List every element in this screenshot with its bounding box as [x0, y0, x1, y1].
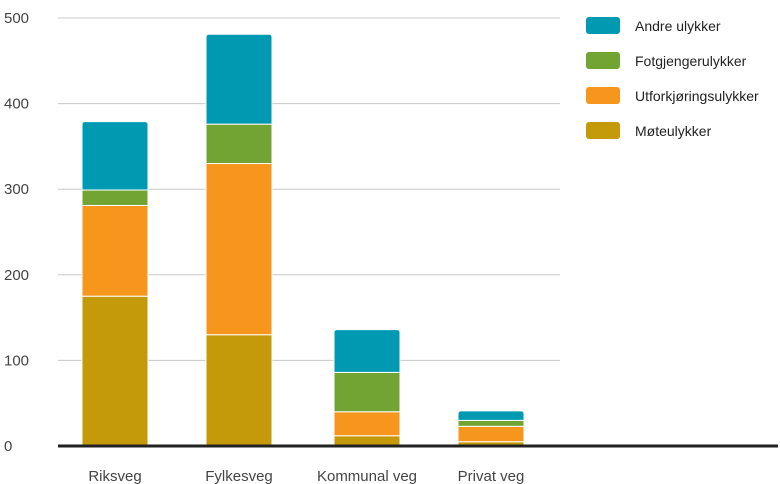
- legend-swatch: [586, 17, 620, 34]
- axis-layer: 0 100 200 300 400 500 Riksveg Fylkesveg Kommunal…: [4, 10, 778, 484]
- bar-segment-andre-ulykker: [333, 329, 401, 373]
- legend-swatch: [586, 87, 620, 104]
- bar-segment-fotgjengerulykker: [205, 123, 273, 165]
- x-tick-label: Fylkesveg: [205, 468, 273, 484]
- y-tick-label: 500: [4, 10, 29, 27]
- x-tick-label: Privat veg: [458, 468, 525, 484]
- legend-label: Fotgjengerulykker: [635, 53, 747, 69]
- y-tick-label: 400: [4, 96, 29, 113]
- y-tick-label: 0: [4, 438, 12, 455]
- legend-label: Møteulykker: [635, 123, 712, 139]
- bar-segment-m-teulykker: [205, 334, 273, 447]
- legend: Andre ulykker Fotgjengerulykker Utforkjøri…: [586, 17, 759, 139]
- bar-segment-utforkj-ringsulykker: [333, 411, 401, 437]
- legend-label: Andre ulykker: [635, 18, 721, 34]
- legend-swatch: [586, 52, 620, 69]
- bar-segment-andre-ulykker: [205, 33, 273, 125]
- bar-segment-fotgjengerulykker: [457, 419, 525, 427]
- bar-segment-m-teulykker: [81, 295, 149, 447]
- bar-segment-fotgjengerulykker: [333, 371, 401, 413]
- bar-segment-andre-ulykker: [81, 121, 149, 191]
- bar-segment-andre-ulykker: [457, 410, 525, 421]
- bar-segment-fotgjengerulykker: [81, 189, 149, 206]
- y-tick-label: 200: [4, 267, 29, 284]
- bars-layer: [81, 33, 525, 447]
- bar-segment-utforkj-ringsulykker: [457, 425, 525, 443]
- bar-segment-utforkj-ringsulykker: [205, 163, 273, 336]
- y-tick-label: 300: [4, 181, 29, 198]
- legend-label: Utforkjøringsulykker: [635, 88, 759, 104]
- x-tick-label: Kommunal veg: [317, 468, 417, 484]
- y-tick-label: 100: [4, 352, 29, 369]
- bar-segment-utforkj-ringsulykker: [81, 204, 149, 297]
- bar-segment-m-teulykker: [333, 435, 401, 447]
- x-tick-label: Riksveg: [88, 468, 141, 484]
- legend-swatch: [586, 122, 620, 139]
